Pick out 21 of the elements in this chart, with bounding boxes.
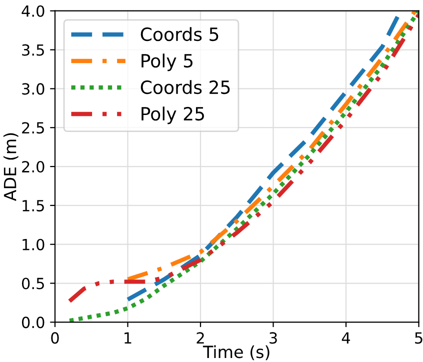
x-tick-label: 2: [196, 332, 204, 344]
legend-label: Coords 5: [140, 27, 218, 42]
y-tick-label: 1.0: [22, 238, 44, 250]
y-tick-label: 1.5: [22, 200, 44, 212]
y-tick-label: 0.0: [22, 316, 44, 328]
y-tick-label: 0.5: [22, 278, 44, 290]
y-tick-label: 2.5: [22, 122, 44, 134]
x-axis-title: Time (s): [202, 345, 270, 360]
y-axis-title: ADE (m): [3, 133, 18, 202]
legend-label: Coords 25: [140, 80, 230, 94]
y-tick-label: 3.5: [22, 44, 44, 56]
y-tick-label: 4.0: [22, 5, 44, 17]
x-tick-label: 5: [415, 332, 422, 344]
x-tick-label: 1: [124, 332, 132, 344]
x-tick-label: 4: [342, 332, 350, 344]
x-tick-label: 0: [51, 332, 59, 344]
legend-label: Poly 25: [142, 106, 204, 124]
y-tick-label: 2.0: [22, 160, 44, 173]
x-tick-label: 3: [270, 332, 277, 344]
legend-label: Poly 5: [142, 54, 192, 72]
y-tick-label: 3.0: [22, 83, 44, 95]
